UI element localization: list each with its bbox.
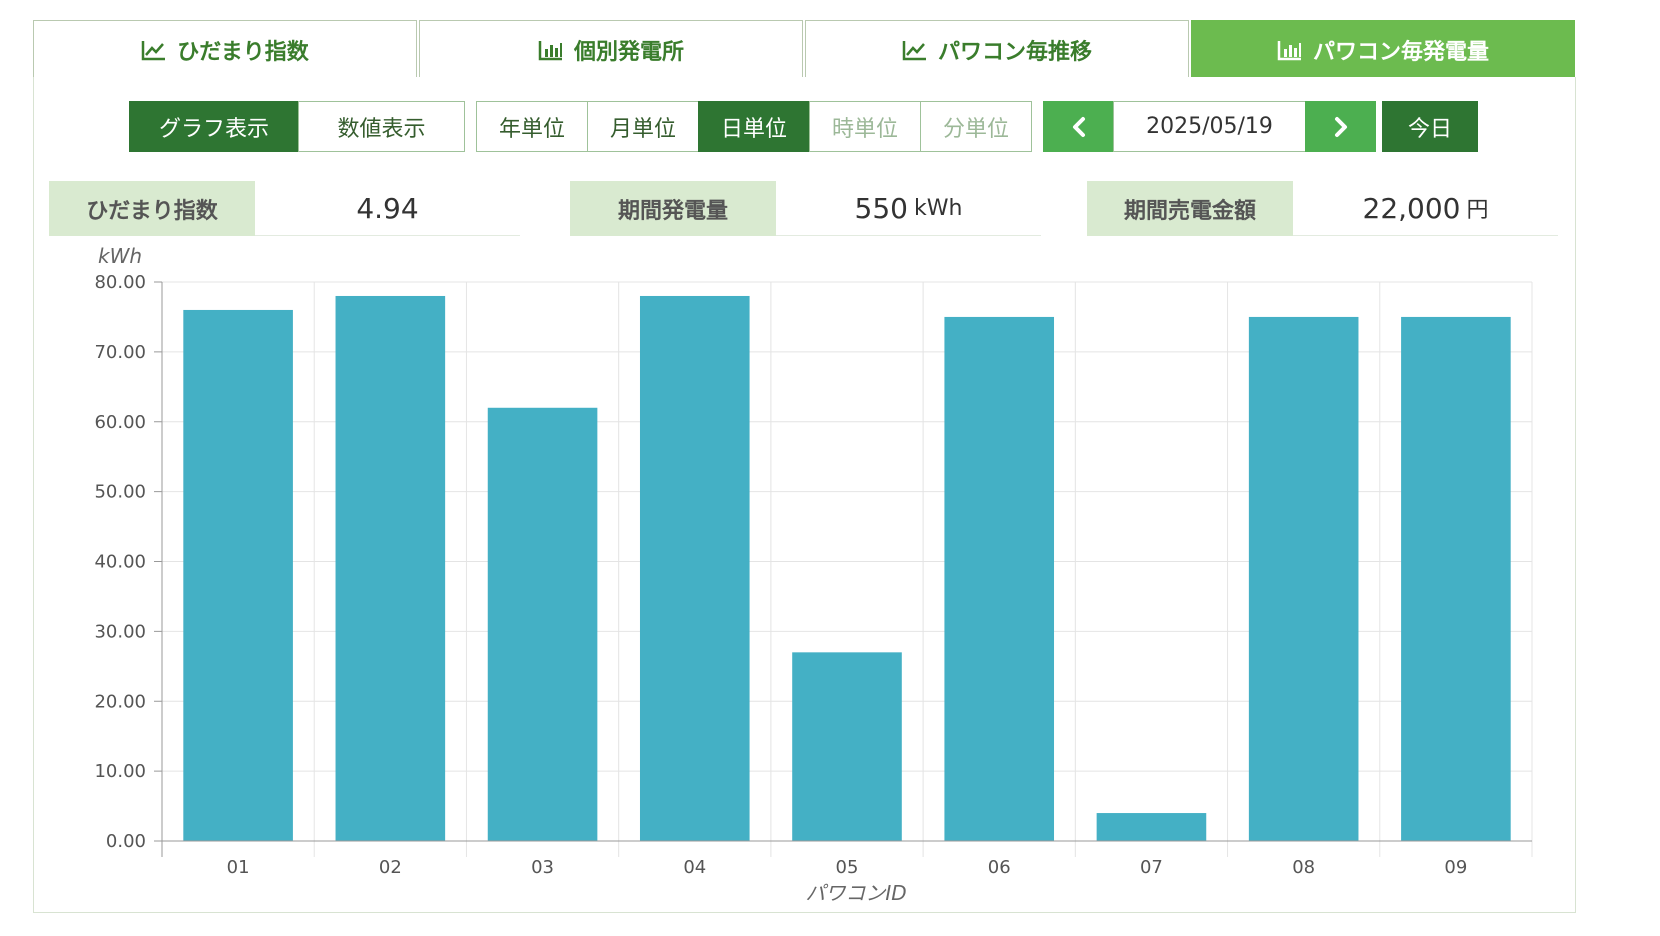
bar-07[interactable] (1096, 813, 1207, 841)
x-tick-label: 05 (836, 857, 859, 878)
unit-year-button[interactable]: 年単位 (476, 101, 588, 152)
table-view-button[interactable]: 数値表示 (298, 101, 465, 152)
x-tick-label: 01 (227, 857, 250, 878)
unit-day-button[interactable]: 日単位 (698, 101, 810, 152)
x-tick-label: 06 (988, 857, 1011, 878)
chevron-left-icon (1072, 116, 1085, 137)
x-tick-label: 03 (531, 857, 554, 878)
next-date-button[interactable] (1305, 101, 1376, 152)
bar-06[interactable] (944, 316, 1055, 841)
tab-label: パワコン毎発電量 (1312, 39, 1489, 65)
tab-hidamari-index[interactable]: ひだまり指数 (33, 20, 417, 78)
x-tick-label: 02 (379, 857, 402, 878)
stat-number: 4.94 (356, 191, 419, 225)
bar-09[interactable] (1401, 316, 1511, 841)
stat-unit: kWh (914, 195, 963, 221)
y-tick-label: 60.00 (94, 412, 146, 433)
y-tick-label: 40.00 (94, 552, 146, 573)
graph-view-button[interactable]: グラフ表示 (129, 101, 299, 152)
tab-label: ひだまり指数 (177, 39, 309, 65)
tab-label: 個別発電所 (573, 39, 684, 65)
today-button[interactable]: 今日 (1382, 101, 1478, 152)
chart-axes: 0.00 10.00 20.00 30.00 40.00 50.00 60.00 70.00 8… (94, 272, 1532, 878)
x-axis-title: パワコンID (805, 881, 906, 905)
bar-05[interactable] (792, 652, 902, 841)
chevron-right-icon (1334, 116, 1347, 137)
bar-chart-icon (1277, 40, 1301, 60)
x-tick-label: 08 (1292, 857, 1315, 878)
stat-unit: 円 (1466, 198, 1489, 223)
y-axis-title: kWh (98, 244, 142, 268)
y-tick-label: 10.00 (94, 761, 146, 782)
y-tick-label: 30.00 (94, 621, 146, 642)
x-tick-label: 04 (683, 857, 706, 878)
tab-individual-plant[interactable]: 個別発電所 (419, 20, 803, 78)
x-tick-label: 09 (1444, 857, 1467, 878)
stat-number: 550 (854, 191, 908, 225)
date-display[interactable]: 2025/05/19 (1113, 101, 1306, 152)
y-tick-label: 80.00 (94, 272, 146, 293)
y-tick-label: 50.00 (94, 482, 146, 503)
tab-bar: ひだまり指数 個別発電所 パワコン毎推移 パワコン毎発電量 (33, 20, 1576, 78)
stat-label-hidamari: ひだまり指数 (49, 181, 255, 236)
x-tick-label: 07 (1140, 857, 1163, 878)
y-tick-label: 20.00 (94, 691, 146, 712)
stat-number: 22,000 (1362, 191, 1461, 225)
stat-value-generation: 550 kWh (776, 181, 1041, 236)
tab-pcs-trend[interactable]: パワコン毎推移 (805, 20, 1189, 78)
chart-bars (183, 295, 1511, 842)
line-chart-icon (902, 40, 926, 60)
unit-minute-button[interactable]: 分単位 (920, 101, 1032, 152)
stat-value-sales: 22,000 円 (1293, 181, 1558, 236)
bar-08[interactable] (1248, 316, 1359, 841)
y-tick-label: 70.00 (94, 342, 146, 363)
unit-hour-button[interactable]: 時単位 (809, 101, 921, 152)
bar-02[interactable] (335, 295, 446, 842)
unit-month-button[interactable]: 月単位 (587, 101, 699, 152)
bar-chart-icon (538, 40, 562, 60)
stat-label-generation: 期間発電量 (570, 181, 776, 236)
stat-label-sales: 期間売電金額 (1087, 181, 1293, 236)
y-tick-label: 0.00 (106, 831, 146, 852)
stat-value-hidamari: 4.94 (255, 181, 520, 236)
tab-label: パワコン毎推移 (937, 39, 1092, 65)
tab-pcs-generation[interactable]: パワコン毎発電量 (1191, 20, 1575, 78)
bar-01[interactable] (183, 309, 293, 841)
bar-04[interactable] (639, 295, 750, 842)
bar-03[interactable] (487, 407, 598, 841)
line-chart-icon (141, 40, 166, 60)
